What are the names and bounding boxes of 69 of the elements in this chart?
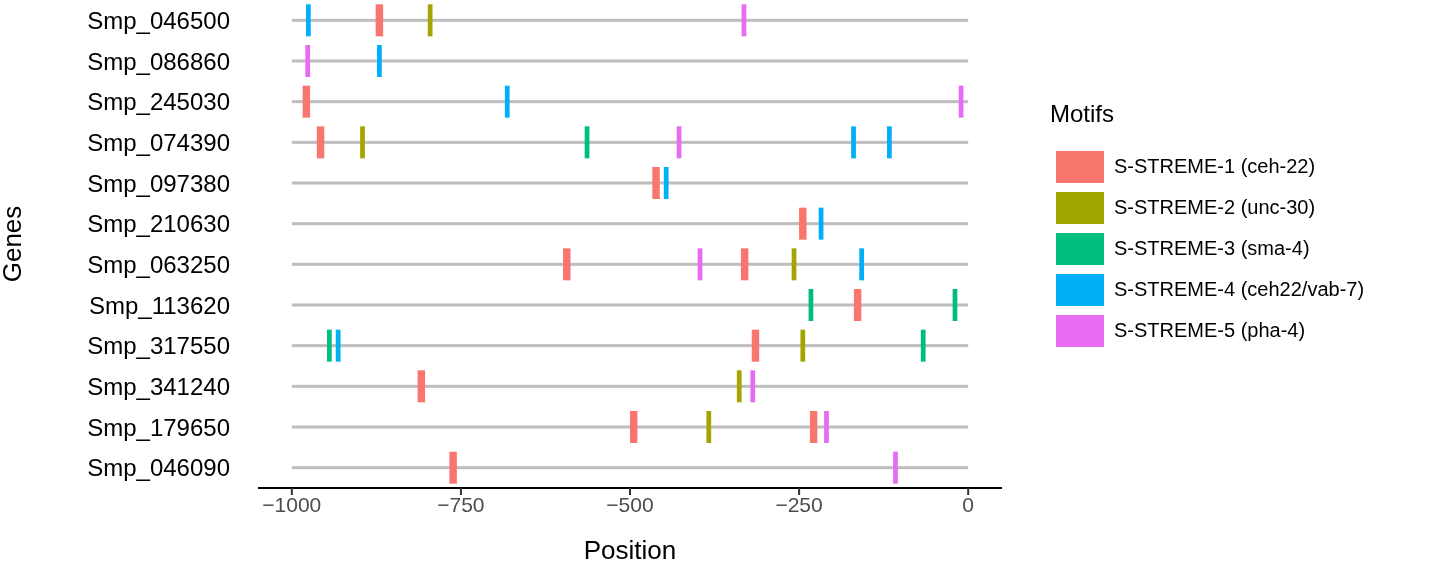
bar bbox=[800, 329, 806, 362]
legend-label: S-STREME-5 (pha-4) bbox=[1114, 319, 1306, 342]
y-tick-label: Smp_341240 bbox=[87, 372, 230, 400]
y-tick-label: Smp_046500 bbox=[87, 6, 230, 34]
bar bbox=[291, 344, 969, 348]
bar bbox=[859, 248, 865, 281]
bar bbox=[291, 140, 969, 144]
bar bbox=[663, 167, 669, 199]
bar bbox=[335, 329, 341, 362]
legend-title: Motifs bbox=[1050, 100, 1115, 128]
bar bbox=[824, 411, 829, 443]
y-tick-label: Smp_086860 bbox=[87, 47, 230, 75]
x-tick-label: −1000 bbox=[262, 492, 322, 516]
bar bbox=[306, 4, 311, 37]
x-tick-label: −500 bbox=[606, 492, 654, 516]
bar bbox=[291, 100, 969, 104]
bar bbox=[504, 85, 510, 118]
legend-label: S-STREME-1 (ceh-22) bbox=[1114, 155, 1316, 178]
bar bbox=[291, 303, 969, 307]
bar bbox=[851, 126, 856, 159]
bar bbox=[291, 262, 969, 266]
bar bbox=[809, 411, 818, 443]
bar bbox=[377, 45, 382, 77]
y-tick-label: Smp_097380 bbox=[87, 169, 230, 197]
bar bbox=[360, 126, 365, 159]
bar bbox=[291, 425, 969, 429]
bar bbox=[887, 126, 892, 159]
bar bbox=[799, 207, 807, 240]
bar bbox=[652, 167, 660, 199]
y-tick-label: Smp_210630 bbox=[87, 210, 230, 238]
bar bbox=[751, 329, 760, 362]
bar bbox=[417, 370, 426, 403]
bar bbox=[291, 181, 969, 185]
bar bbox=[449, 451, 457, 484]
bar bbox=[706, 411, 712, 443]
x-axis-title: Position bbox=[583, 535, 677, 563]
bar bbox=[305, 45, 311, 77]
bar bbox=[920, 329, 926, 362]
x-tick-label: 0 bbox=[962, 492, 975, 516]
bar bbox=[291, 59, 969, 63]
bar bbox=[893, 451, 898, 484]
bar bbox=[427, 4, 433, 37]
bar bbox=[630, 411, 638, 443]
bar bbox=[291, 222, 969, 226]
bar bbox=[375, 4, 384, 37]
legend-label: S-STREME-4 (ceh22/vab-7) bbox=[1114, 278, 1365, 301]
y-tick-label: Smp_113620 bbox=[89, 291, 230, 319]
bar bbox=[302, 85, 311, 118]
bar bbox=[853, 289, 862, 321]
x-tick-label: −750 bbox=[437, 492, 485, 516]
bar bbox=[750, 370, 756, 403]
y-axis-title: Genes bbox=[0, 205, 28, 283]
y-tick-label: Smp_245030 bbox=[87, 88, 230, 116]
bar bbox=[736, 370, 742, 403]
bar bbox=[291, 384, 969, 388]
legend-label: S-STREME-2 (unc-30) bbox=[1114, 196, 1316, 219]
bar bbox=[291, 466, 969, 470]
y-tick-label: Smp_046090 bbox=[87, 454, 230, 482]
legend-label: S-STREME-3 (sma-4) bbox=[1114, 237, 1310, 260]
y-tick-label: Smp_063250 bbox=[87, 250, 230, 278]
bar bbox=[563, 248, 571, 281]
x-tick-label: −250 bbox=[775, 492, 823, 516]
bar bbox=[740, 248, 749, 281]
y-tick-label: Smp_074390 bbox=[87, 128, 230, 156]
y-tick-label: Smp_317550 bbox=[87, 332, 230, 360]
bar bbox=[316, 126, 325, 159]
y-tick-label: Smp_179650 bbox=[87, 413, 230, 441]
bar bbox=[291, 18, 969, 22]
bar bbox=[326, 329, 332, 362]
